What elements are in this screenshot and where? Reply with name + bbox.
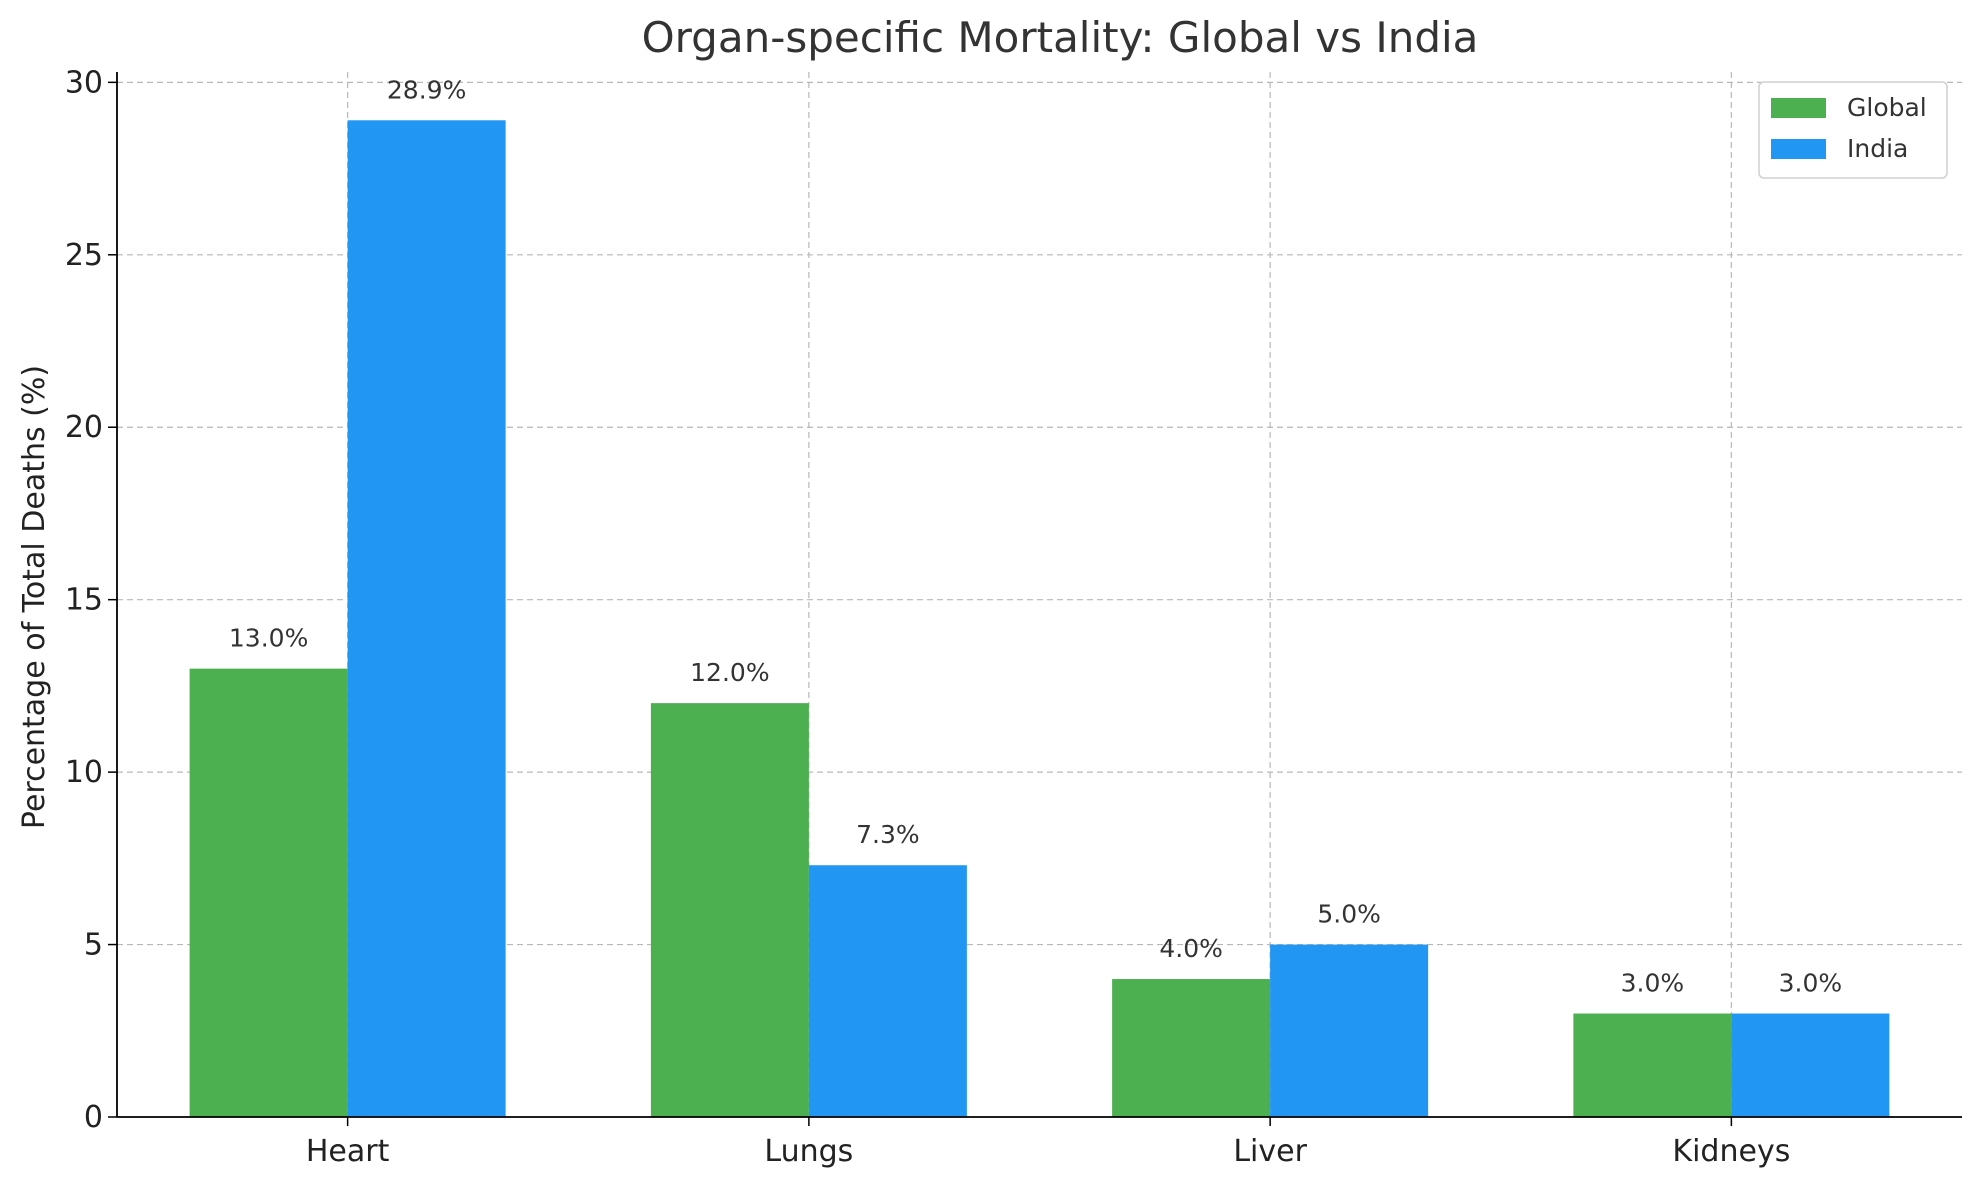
legend-swatch-global [1771, 98, 1826, 118]
bar-india-liver [1270, 944, 1429, 1117]
bar-india-lungs [808, 865, 967, 1117]
y-tick-label: 0 [84, 1100, 103, 1135]
data-label: 3.0% [1779, 969, 1843, 998]
y-tick-label: 15 [65, 583, 103, 618]
y-tick-label: 25 [65, 238, 103, 273]
y-tick-label: 20 [65, 410, 103, 445]
y-tick-label: 5 [84, 928, 103, 963]
x-tick-label: Heart [306, 1134, 390, 1169]
legend-label: Global [1847, 93, 1927, 122]
bar-global-heart [189, 668, 348, 1117]
data-label: 4.0% [1159, 934, 1223, 963]
y-tick-label: 10 [65, 755, 103, 790]
data-label: 3.0% [1621, 969, 1685, 998]
y-axis-label: Percentage of Total Deaths (%) [17, 365, 52, 829]
x-tick-label: Lungs [764, 1134, 853, 1169]
y-tick-label: 30 [65, 65, 103, 100]
legend[interactable]: Global India [1758, 81, 1948, 179]
data-label: 12.0% [690, 658, 769, 687]
data-label: 13.0% [229, 624, 308, 653]
data-labels-group: 13.0% 12.0% 4.0% 3.0% 28.9% 7.3% 5.0% 3.0% [229, 75, 1842, 997]
x-tick-label: Liver [1233, 1134, 1307, 1169]
bar-global-lungs [650, 703, 809, 1117]
axes-group: 0 5 10 15 20 25 30 Heart Lungs Liver Kidneys [65, 65, 1962, 1169]
bar-india-kidneys [1731, 1013, 1890, 1117]
x-tick-label: Kidneys [1672, 1134, 1790, 1169]
bars-group [189, 120, 1890, 1118]
data-label: 5.0% [1317, 900, 1381, 929]
legend-swatch-india [1771, 139, 1826, 159]
data-label: 28.9% [387, 75, 466, 104]
bar-global-liver [1112, 979, 1271, 1117]
bar-india-heart [347, 120, 506, 1118]
data-label: 7.3% [856, 820, 920, 849]
bar-global-kidneys [1573, 1013, 1732, 1117]
legend-label: India [1847, 134, 1908, 163]
chart-title: Organ-specific Mortality: Global vs Indi… [642, 13, 1479, 62]
